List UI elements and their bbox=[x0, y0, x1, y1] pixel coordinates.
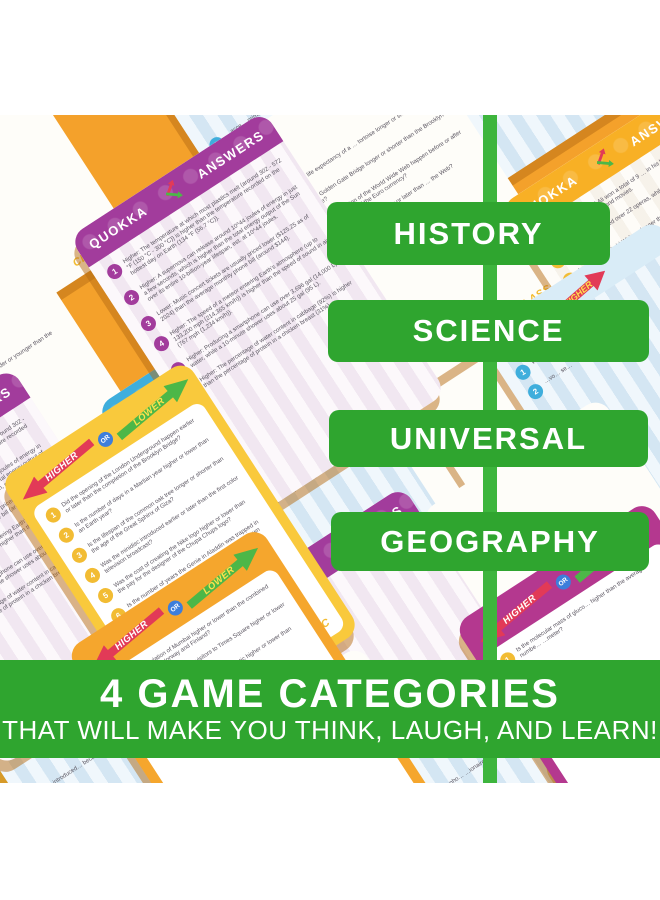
item-number-badge: 1 bbox=[104, 261, 126, 282]
or-badge: OR bbox=[552, 571, 574, 593]
category-banner-history: HISTORY bbox=[327, 202, 610, 265]
answers-label: ANSWERS bbox=[626, 115, 660, 149]
or-badge: OR bbox=[94, 429, 116, 451]
item-number-badge: 2 bbox=[524, 381, 546, 402]
item-number-badge: 5 bbox=[95, 585, 116, 606]
category-banner-label: UNIVERSAL bbox=[389, 420, 588, 456]
item-number-badge: 1 bbox=[42, 504, 64, 526]
spacer bbox=[0, 115, 24, 197]
footer-title: 4 GAME CATEGORIES bbox=[100, 672, 560, 716]
item-number-badge: 2 bbox=[56, 524, 77, 546]
item-number-badge: 4 bbox=[151, 333, 172, 355]
category-banner-science: SCIENCE bbox=[328, 300, 649, 362]
footer-banner: 4 GAME CATEGORIES THAT WILL MAKE YOU THI… bbox=[0, 660, 660, 758]
category-banner-universal: UNIVERSAL bbox=[329, 410, 648, 467]
or-badge: OR bbox=[164, 597, 186, 619]
category-banner-label: HISTORY bbox=[393, 215, 544, 251]
crossed-arrows-icon bbox=[589, 146, 617, 174]
item-number-badge: 3 bbox=[138, 313, 159, 334]
footer-subtitle: THAT WILL MAKE YOU THINK, LAUGH, AND LEA… bbox=[2, 715, 658, 745]
item-number-badge: 3 bbox=[69, 544, 90, 566]
card-item-text: …ockish …ever …e in the bbox=[0, 115, 29, 194]
category-banner-label: SCIENCE bbox=[412, 313, 565, 348]
category-banner-label: GEOGRAPHY bbox=[380, 523, 600, 559]
item-number-badge: 4 bbox=[82, 565, 103, 586]
category-banner-geography: GEOGRAPHY bbox=[331, 512, 649, 571]
card-item: …ockish …ever …e in the bbox=[0, 115, 32, 209]
crossed-arrows-icon bbox=[158, 178, 186, 206]
item-number-badge: 2 bbox=[121, 287, 142, 308]
